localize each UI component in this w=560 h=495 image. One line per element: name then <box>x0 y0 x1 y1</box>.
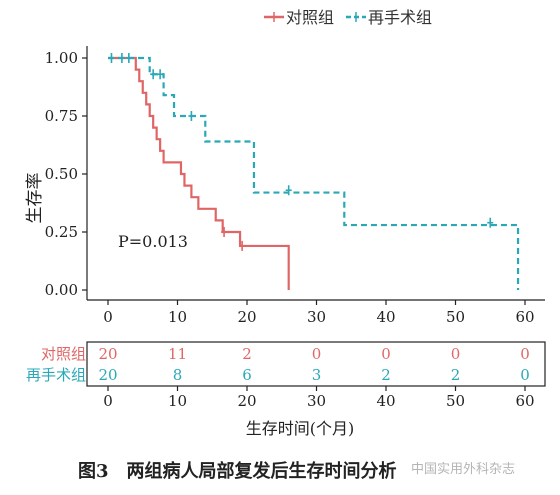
risk-x-tick-label: 50 <box>446 392 465 410</box>
watermark: 中国实用外科杂志 <box>411 462 515 477</box>
risk-count: 20 <box>98 366 117 384</box>
x-tick-label: 20 <box>237 308 256 326</box>
risk-count: 0 <box>520 345 530 363</box>
x-ticks: 0 10 20 30 40 50 60 <box>103 300 535 326</box>
risk-row-label: 再手术组 <box>26 366 86 384</box>
risk-count: 2 <box>242 345 252 363</box>
risk-count: 11 <box>168 345 187 363</box>
axes <box>86 46 545 301</box>
legend: 对照组 再手术组 <box>264 8 432 27</box>
y-axis-label: 生存率 <box>25 173 45 224</box>
p-value-annotation: P=0.013 <box>118 232 188 251</box>
x-tick-label: 40 <box>376 308 395 326</box>
x-tick-label: 50 <box>446 308 465 326</box>
risk-count: 8 <box>173 366 183 384</box>
x-tick-label: 10 <box>168 308 187 326</box>
y-tick-label: 0.75 <box>45 107 78 125</box>
y-tick-label: 0.25 <box>45 223 78 241</box>
risk-x-tick-label: 40 <box>376 392 395 410</box>
series-line-reoperation <box>108 56 520 290</box>
risk-count: 20 <box>98 345 117 363</box>
y-tick-label: 0.50 <box>45 165 78 183</box>
risk-count: 0 <box>451 345 461 363</box>
figure-caption: 图3 两组病人局部复发后生存时间分析 <box>78 460 397 482</box>
x-axis-label: 生存时间(个月) <box>246 419 355 438</box>
risk-x-tick-label: 0 <box>103 392 113 410</box>
risk-count: 3 <box>312 366 322 384</box>
x-tick-label: 30 <box>307 308 326 326</box>
risk-x-tick-label: 60 <box>515 392 534 410</box>
x-tick-label: 0 <box>103 308 113 326</box>
risk-count: 0 <box>520 366 530 384</box>
risk-count: 0 <box>312 345 322 363</box>
risk-count: 2 <box>381 366 391 384</box>
legend-label-reop: 再手术组 <box>368 8 432 27</box>
risk-row-label: 对照组 <box>41 345 86 363</box>
risk-x-tick-label: 30 <box>307 392 326 410</box>
risk-count: 6 <box>242 366 252 384</box>
legend-label-control: 对照组 <box>286 8 334 27</box>
risk-count: 2 <box>451 366 461 384</box>
risk-count: 0 <box>381 345 391 363</box>
series-line-control <box>108 56 290 290</box>
series-layer <box>108 53 520 290</box>
x-tick-label: 60 <box>515 308 534 326</box>
risk-table-x-ticks: 0 10 20 30 40 50 60 <box>103 386 535 410</box>
risk-x-tick-label: 10 <box>168 392 187 410</box>
risk-x-tick-label: 20 <box>237 392 256 410</box>
y-tick-label: 0.00 <box>45 281 78 299</box>
y-ticks: 0.00 0.25 0.50 0.75 1.00 <box>45 49 87 299</box>
y-tick-label: 1.00 <box>45 49 78 67</box>
